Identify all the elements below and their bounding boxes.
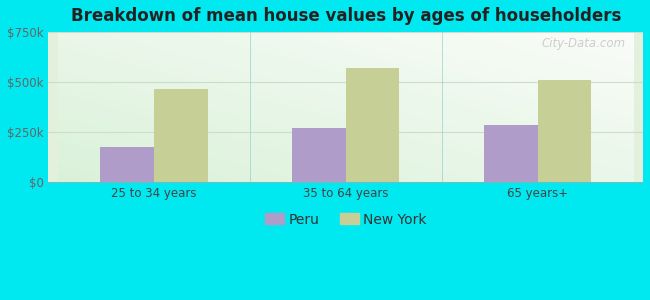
Bar (154, 89, 207, 182)
Title: Breakdown of mean house values by ages of householders: Breakdown of mean house values by ages o… (71, 7, 621, 25)
Text: City-Data.com: City-Data.com (541, 37, 625, 50)
Bar (484, 125, 538, 182)
Bar (346, 68, 400, 182)
Bar (100, 147, 154, 182)
Bar (292, 128, 346, 182)
Bar (538, 80, 592, 182)
Legend: Peru, New York: Peru, New York (259, 207, 432, 232)
